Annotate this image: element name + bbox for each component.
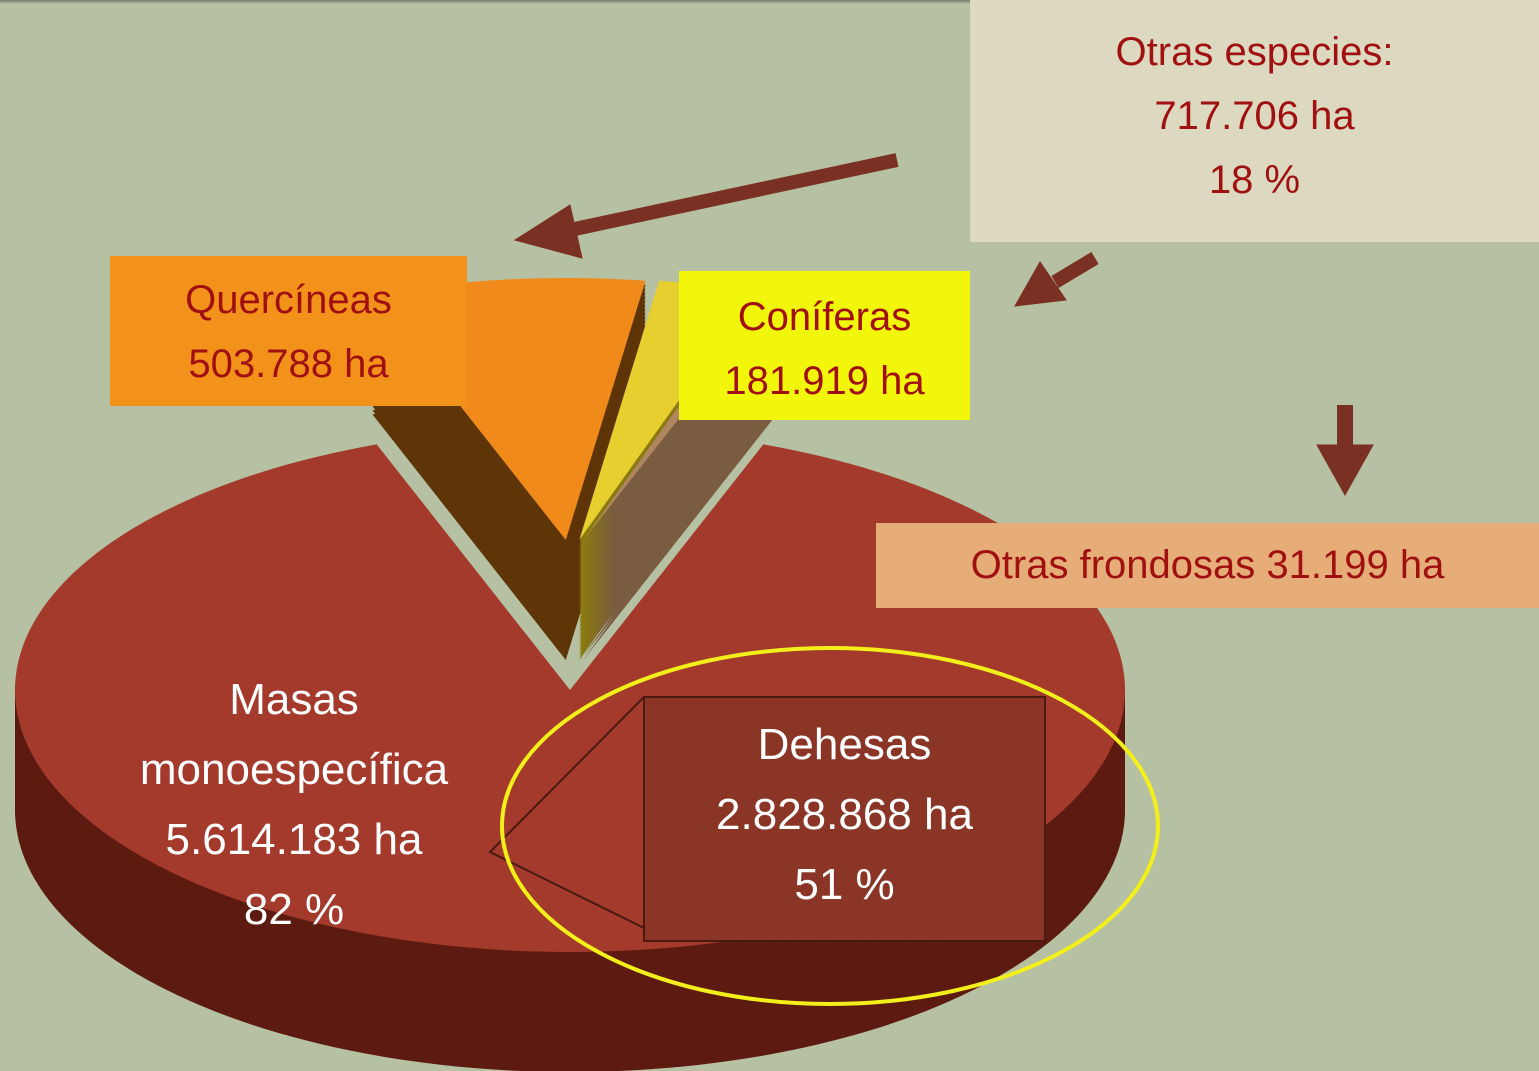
slice-label: Quercíneas	[185, 278, 392, 322]
annotation-title: Dehesas	[757, 720, 932, 769]
otras-frondosas-box: Otras frondosas 31.199 ha	[876, 523, 1539, 608]
pie-side	[583, 371, 777, 620]
pie-side	[583, 367, 777, 616]
pie-side	[583, 407, 777, 656]
pie-side	[583, 399, 777, 648]
pie-side	[583, 383, 777, 632]
arrow-head	[1014, 261, 1067, 307]
callout-line	[488, 696, 645, 929]
pie-side	[583, 375, 777, 624]
annotation-value: 2.828.868 ha	[716, 790, 973, 839]
pie-side	[583, 359, 777, 608]
top-bar	[0, 0, 1539, 4]
slice-value-label: 503.788 ha	[188, 342, 389, 386]
annotation-percent: 18 %	[1208, 158, 1301, 202]
slice-value-label: 181.919 ha	[724, 359, 925, 403]
dehesas-label: Dehesas 2.828.868 ha 51 %	[644, 710, 1045, 920]
pie-side	[583, 387, 777, 636]
quercineas-box: Quercíneas 503.788 ha	[110, 256, 467, 406]
slice-value-label: 5.614.183 ha	[165, 815, 423, 864]
arrow	[1051, 251, 1099, 289]
annotation-value: 717.706 ha	[1154, 94, 1355, 138]
pie-side	[583, 411, 777, 660]
arrows	[513, 153, 1374, 497]
pie-side	[583, 363, 777, 612]
slice-label: Coníferas	[737, 295, 912, 339]
arrow-head	[1316, 444, 1374, 497]
annotation-percent: 51 %	[794, 860, 895, 909]
arrow-head	[513, 204, 583, 259]
slice-label: Otras frondosas	[970, 543, 1256, 587]
dehesas-box	[643, 696, 1046, 942]
highlight-ellipse	[500, 646, 1160, 1006]
pie-side	[583, 403, 777, 652]
otras-especies-box: Otras especies: 717.706 ha 18 %	[970, 0, 1539, 242]
annotation-title: Otras especies:	[1115, 30, 1394, 74]
slice-percent-label: 82 %	[243, 885, 345, 934]
slice-label: Masas monoespecífica	[139, 675, 449, 794]
coniferas-box: Coníferas 181.919 ha	[679, 271, 970, 420]
pie-side	[583, 391, 777, 640]
arrow	[568, 153, 899, 237]
pie-side	[583, 379, 777, 628]
slice-value-label: 31.199 ha	[1266, 543, 1445, 587]
masas-label: Masas monoespecífica 5.614.183 ha 82 %	[94, 665, 494, 945]
pie-side	[583, 395, 777, 644]
